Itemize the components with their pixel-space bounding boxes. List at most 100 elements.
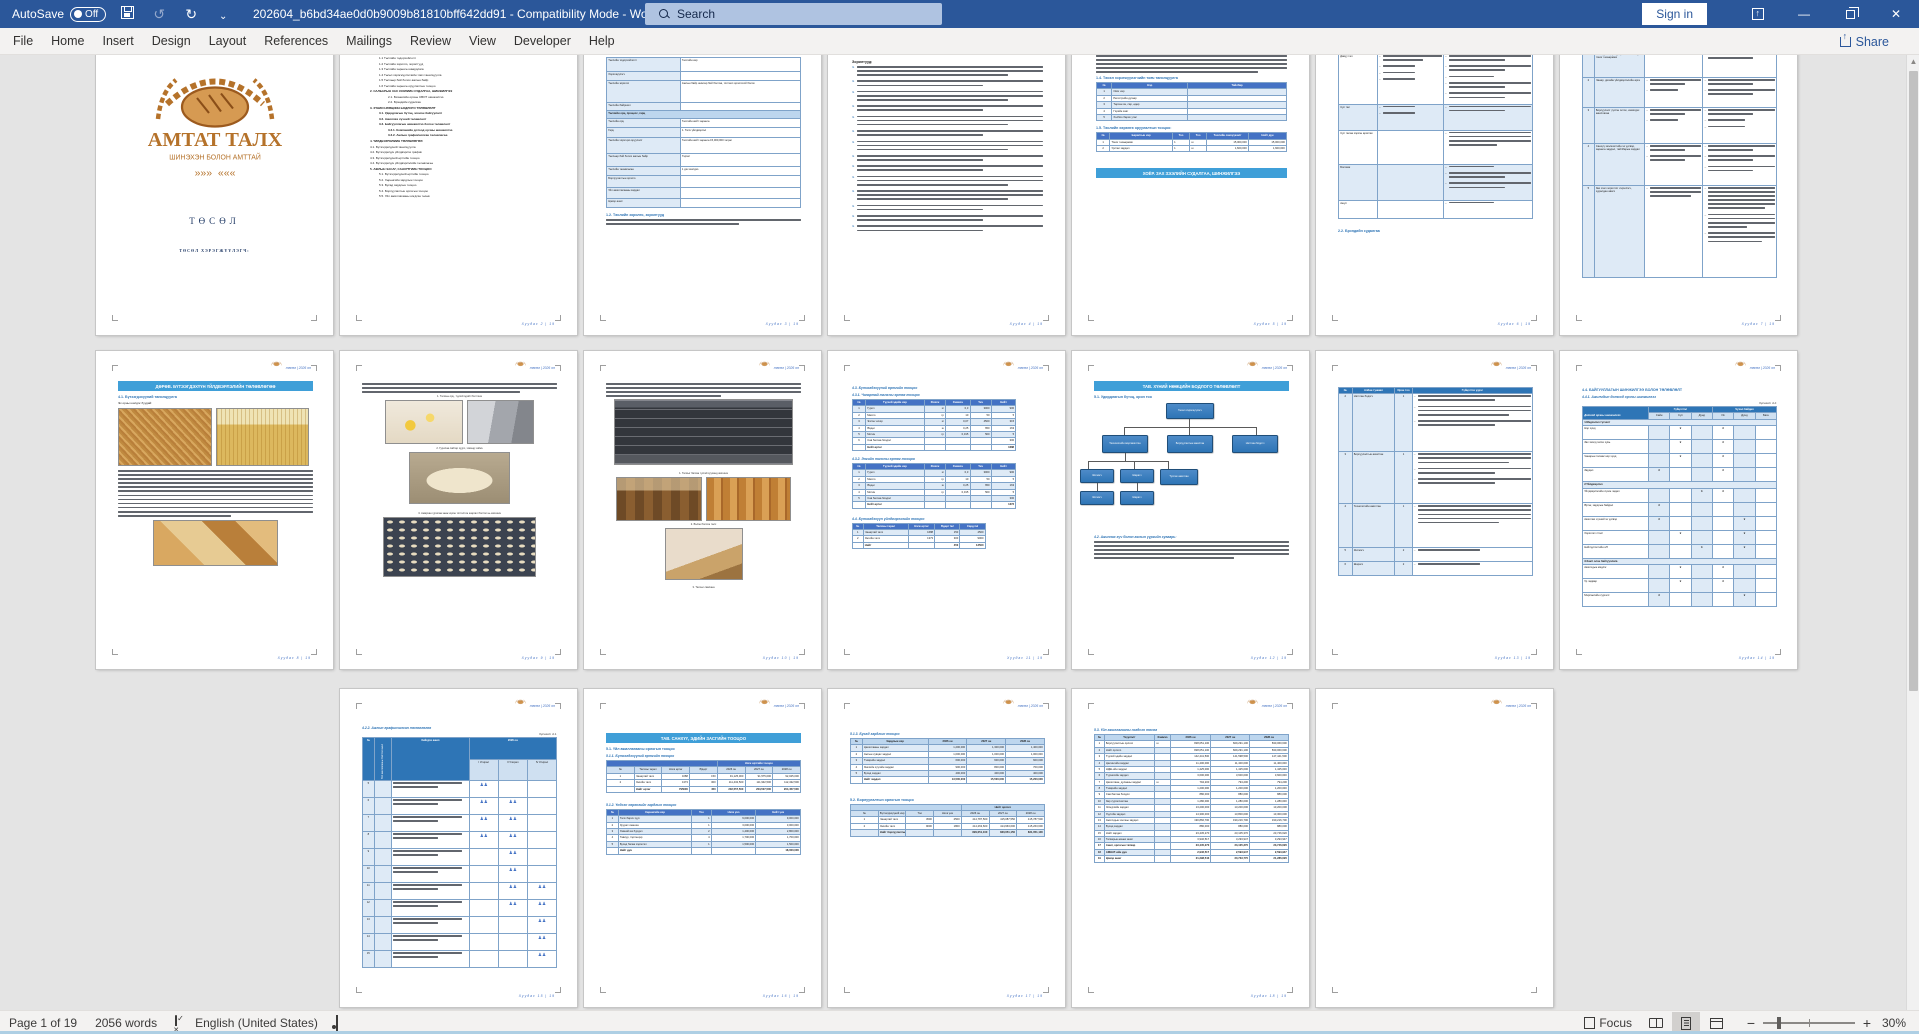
text-line <box>1382 105 1416 108</box>
minimize-button[interactable]: — <box>1781 0 1827 28</box>
page-footer: Хуудас 13 | 19 <box>1494 656 1531 660</box>
document-canvas[interactable]: АМТАТ ТАЛХ ШИНЭХЭН БОЛОН АМТТАЙ »»» ««« … <box>0 55 1906 1010</box>
tab-help[interactable]: Help <box>588 34 615 48</box>
star-cell <box>1690 577 1713 593</box>
text-line <box>1708 169 1754 172</box>
document-page-10[interactable]: төсөл | 2026 он Хуудас 10 | 19 1. Талхыг б… <box>584 351 821 669</box>
document-page-13[interactable]: төсөл | 2026 он Хуудас 13 | 19 № Албан туша… <box>1316 351 1553 669</box>
bullet-text <box>1649 155 1702 163</box>
tab-review[interactable]: Review <box>410 34 452 48</box>
tab-layout[interactable]: Layout <box>208 34 247 48</box>
read-mode-button[interactable] <box>1642 1012 1670 1034</box>
margin-corner-mark <box>555 649 561 655</box>
document-page-18[interactable]: төсөл | 2026 он Хуудас 18 | 19 5.3. Үйл аж… <box>1072 689 1309 1007</box>
page-indicator[interactable]: Page 1 of 19 <box>9 1015 78 1030</box>
cover-title: ТӨСӨЛ <box>189 216 240 226</box>
bullet-item: – <box>1414 505 1531 525</box>
web-layout-button[interactable] <box>1702 1012 1730 1034</box>
document-page-16[interactable]: төсөл | 2026 он Хуудас 16 | 19 ТАВ. САНХҮҮ… <box>584 689 821 1007</box>
star-cell <box>1690 467 1713 483</box>
star-cell: ★ <box>1711 487 1735 503</box>
bullet-text <box>1382 77 1442 82</box>
restore-button[interactable] <box>1827 0 1873 28</box>
bullet-item: – <box>1704 109 1775 117</box>
table-note: Хүснэгт 4.2. <box>1759 401 1777 405</box>
macro-recording-button[interactable] <box>327 1014 347 1031</box>
tab-home[interactable]: Home <box>51 34 85 48</box>
document-page-9[interactable]: төсөл | 2026 он Хуудас 9 | 19 1. Талхны ор… <box>340 351 577 669</box>
save-button[interactable] <box>116 6 138 22</box>
org-connector <box>1125 453 1126 461</box>
document-page-12[interactable]: төсөл | 2026 он Хуудас 12 | 19 ТАВ. ХҮНИЙ … <box>1072 351 1309 669</box>
vertical-scrollbar[interactable]: ▲ <box>1906 55 1919 1010</box>
page-footer: Хуудас 4 | 19 <box>1009 322 1043 326</box>
focus-mode-button[interactable]: Focus <box>1575 1016 1641 1030</box>
zoom-level[interactable]: 30% <box>1882 1016 1907 1030</box>
close-button[interactable]: ✕ <box>1873 0 1919 28</box>
document-page-1[interactable]: АМТАТ ТАЛХ ШИНЭХЭН БОЛОН АМТТАЙ »»» ««« … <box>96 55 333 335</box>
zoom-slider[interactable] <box>1763 1017 1855 1029</box>
bullet-item: – <box>1704 155 1775 163</box>
redo-button[interactable]: ↻ <box>180 6 202 23</box>
margin-corner-mark <box>1775 315 1781 321</box>
zoom-out-button[interactable]: − <box>1746 1015 1756 1031</box>
gantt-mark-cell: ♟♟ <box>526 882 558 900</box>
autosave-toggle[interactable]: AutoSave Off <box>12 6 107 22</box>
document-page-19[interactable]: төсөл | 2026 он <box>1316 689 1553 1007</box>
tab-mailings[interactable]: Mailings <box>346 34 393 48</box>
margin-corner-mark <box>1043 987 1049 993</box>
text-line <box>1708 145 1775 147</box>
text-line <box>1708 207 1765 210</box>
document-page-11[interactable]: төсөл | 2026 он Хуудас 11 | 19 4.3. Бүтээг… <box>828 351 1065 669</box>
text-lines <box>856 130 1043 136</box>
language-indicator[interactable]: English (United States) <box>195 1015 318 1030</box>
tab-developer[interactable]: Developer <box>513 34 571 48</box>
ribbon-display-options-button[interactable] <box>1735 0 1781 28</box>
bullet-text <box>856 140 1043 153</box>
scrollbar-thumb[interactable] <box>1908 71 1918 691</box>
headcount-cell: 1 <box>1394 503 1413 549</box>
margin-corner-mark <box>1088 987 1094 993</box>
page-header-text: төсөл | 2026 он <box>529 366 555 370</box>
zoom-in-button[interactable]: + <box>1862 1015 1872 1031</box>
word-count[interactable]: 2056 words <box>95 1015 158 1030</box>
project-definition-table: Төслийн тодорхойлолт Төслийн нэр Хэрэгжүүл… <box>606 57 802 227</box>
document-page-17[interactable]: төсөл | 2026 он Хуудас 17 | 19 5.1.3. Буса… <box>828 689 1065 1007</box>
tab-design[interactable]: Design <box>151 34 191 48</box>
margin-corner-mark <box>1287 649 1293 655</box>
document-page-8[interactable]: төсөл | 2026 он Хуудас 8 | 19 ДӨРӨВ. БҮТЭЭ… <box>96 351 333 669</box>
proofing-status-button[interactable] <box>166 1014 186 1031</box>
document-page-15[interactable]: төсөл | 2026 он Хуудас 15 | 19 4.2.2. Ажлы… <box>340 689 577 1007</box>
org-connector <box>1124 427 1256 428</box>
scroll-up-arrow-icon[interactable]: ▲ <box>1909 57 1918 66</box>
print-layout-button[interactable] <box>1672 1012 1700 1034</box>
star-cell: ★ <box>1733 543 1756 559</box>
text-line <box>1382 55 1442 57</box>
value-cell: 1 дэх жилдээ <box>679 166 802 176</box>
sign-in-button[interactable]: Sign in <box>1642 3 1707 25</box>
tab-view[interactable]: View <box>469 34 496 48</box>
tab-insert[interactable]: Insert <box>102 34 134 48</box>
search-input[interactable]: Search <box>645 3 942 25</box>
tab-file[interactable]: File <box>13 34 34 48</box>
bullet-text <box>1649 109 1702 117</box>
document-page-14[interactable]: төсөл | 2026 он Хуудас 14 | 19 4.4. БАЙГУУ… <box>1560 351 1797 669</box>
text-line <box>393 833 462 835</box>
text-line <box>856 80 1043 83</box>
page-header: төсөл | 2026 он <box>514 697 555 715</box>
gantt-mark-cell: ♟♟ <box>526 899 558 917</box>
star-cell <box>1754 453 1778 469</box>
star-cell <box>1733 563 1756 579</box>
undo-button[interactable]: ↺ <box>148 6 170 23</box>
customize-quick-access-button[interactable]: ⌄ <box>212 6 234 22</box>
tab-references[interactable]: References <box>264 34 329 48</box>
margin-corner-mark <box>356 987 362 993</box>
share-button[interactable]: Share <box>1839 28 1889 55</box>
zoom-slider-thumb[interactable] <box>1777 1017 1781 1029</box>
